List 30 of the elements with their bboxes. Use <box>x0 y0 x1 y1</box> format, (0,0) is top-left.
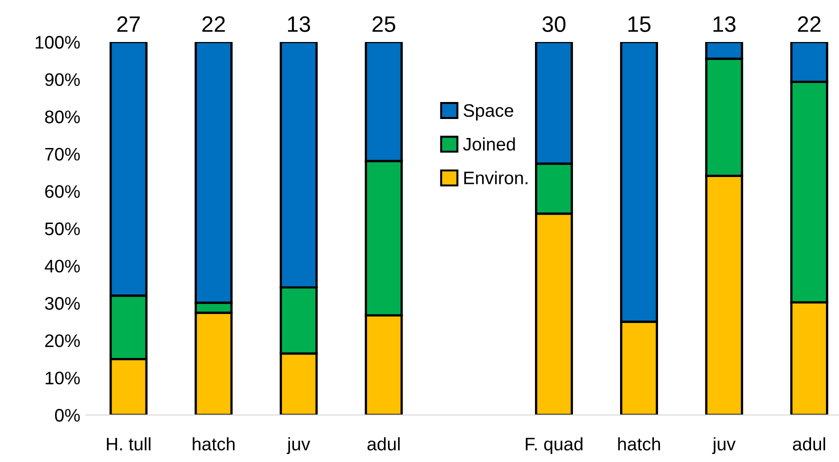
legend-label: Joined <box>463 137 515 151</box>
text: 13 <box>713 16 736 32</box>
y-tick-label: 90% <box>45 73 80 86</box>
y-tick-label: 0% <box>55 408 80 422</box>
y-tick-label: 60% <box>45 185 80 198</box>
text: 15 <box>628 16 650 32</box>
y-tick-label: 20% <box>45 334 80 348</box>
legend-label: Environ. <box>464 171 528 184</box>
text: 13 <box>288 16 310 32</box>
text: 30 <box>542 16 566 32</box>
x-tick-label: juv <box>712 437 736 454</box>
x-tick-label: adul <box>792 437 826 450</box>
x-tick-label: hatch <box>618 437 660 450</box>
x-tick-label: juv <box>286 437 310 454</box>
y-tick-label: 30% <box>44 297 80 310</box>
x-tick-label: hatch <box>192 437 235 450</box>
text: 25 <box>372 16 396 32</box>
y-tick-label: 10% <box>46 372 80 384</box>
text: 22 <box>798 16 820 32</box>
x-tick-label: H. tull <box>106 437 150 450</box>
text: 27 <box>117 16 140 32</box>
x-tick-label: adul <box>367 437 400 450</box>
text: 22 <box>202 16 225 32</box>
y-tick-label: 40% <box>44 260 80 273</box>
y-tick-label: 50% <box>45 222 80 236</box>
y-tick-label: 100% <box>36 36 80 49</box>
x-tick-label: F. quad <box>526 437 582 454</box>
y-tick-label: 70% <box>45 148 80 161</box>
legend-label: Space <box>464 104 514 120</box>
y-tick-label: 80% <box>45 110 80 124</box>
